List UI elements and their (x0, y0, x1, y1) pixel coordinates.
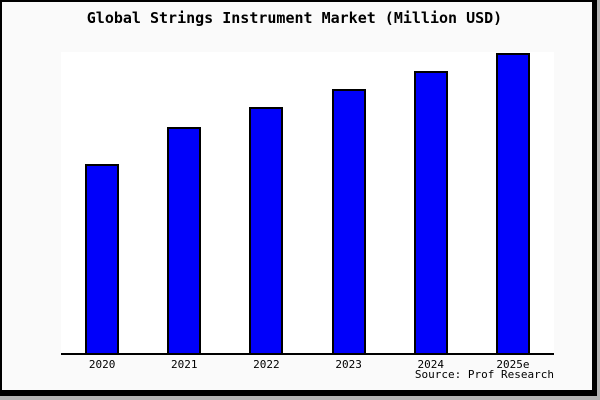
x-tick-label-2020: 2020 (88, 358, 116, 371)
bar-2022 (249, 107, 284, 353)
x-tick-label-2023: 2023 (335, 358, 362, 371)
x-tick-label-2022: 2022 (253, 358, 280, 371)
x-tick-label-2024: 2024 (417, 358, 445, 371)
bar-2020 (85, 164, 120, 353)
bar-2023 (331, 89, 366, 353)
x-tick-label-2021: 2021 (171, 358, 198, 371)
bar-2021 (167, 127, 202, 353)
bar-slot (143, 52, 225, 353)
bar-slot (225, 52, 307, 353)
bars-container (61, 52, 554, 353)
bar-slot (308, 52, 390, 353)
bar-2025e (495, 53, 530, 353)
bar-slot (61, 52, 143, 353)
x-axis-labels: 2020 2021 2022 2023 2024 2025e (61, 358, 554, 371)
bar-slot (390, 52, 472, 353)
bar-2024 (413, 71, 448, 353)
x-tick-label-2025e: 2025e (496, 358, 530, 371)
chart-title: Global Strings Instrument Market (Millio… (86, 9, 503, 27)
plot-area (61, 52, 554, 355)
bar-slot (472, 52, 554, 353)
source-note: Source: Prof Research (414, 368, 554, 381)
